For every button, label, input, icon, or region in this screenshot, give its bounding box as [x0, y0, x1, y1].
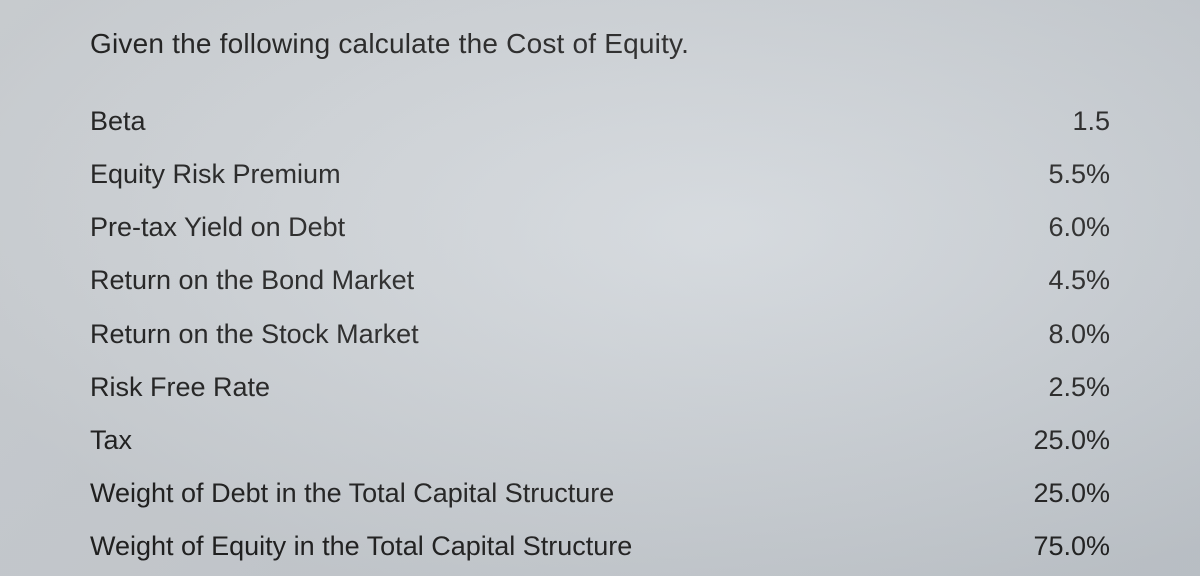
row-value: 6.0%: [990, 208, 1110, 247]
table-row: Weight of Equity in the Total Capital St…: [90, 527, 1110, 566]
table-row: Beta 1.5: [90, 102, 1110, 141]
row-label: Tax: [90, 421, 132, 460]
row-value: 5.5%: [990, 155, 1110, 194]
table-row: Weight of Debt in the Total Capital Stru…: [90, 474, 1110, 513]
row-label: Pre-tax Yield on Debt: [90, 208, 345, 247]
table-row: Return on the Stock Market 8.0%: [90, 315, 1110, 354]
row-label: Risk Free Rate: [90, 368, 270, 407]
row-value: 75.0%: [990, 527, 1110, 566]
data-table: Beta 1.5 Equity Risk Premium 5.5% Pre-ta…: [90, 102, 1110, 566]
table-row: Equity Risk Premium 5.5%: [90, 155, 1110, 194]
row-label: Return on the Stock Market: [90, 315, 419, 354]
row-label: Return on the Bond Market: [90, 261, 414, 300]
row-label: Beta: [90, 102, 146, 141]
row-label: Weight of Equity in the Total Capital St…: [90, 527, 632, 566]
table-row: Return on the Bond Market 4.5%: [90, 261, 1110, 300]
row-value: 4.5%: [990, 261, 1110, 300]
table-row: Tax 25.0%: [90, 421, 1110, 460]
row-label: Weight of Debt in the Total Capital Stru…: [90, 474, 614, 513]
row-label: Equity Risk Premium: [90, 155, 341, 194]
question-prompt: Given the following calculate the Cost o…: [90, 28, 1110, 60]
row-value: 25.0%: [990, 474, 1110, 513]
row-value: 8.0%: [990, 315, 1110, 354]
row-value: 2.5%: [990, 368, 1110, 407]
row-value: 1.5: [990, 102, 1110, 141]
table-row: Risk Free Rate 2.5%: [90, 368, 1110, 407]
row-value: 25.0%: [990, 421, 1110, 460]
table-row: Pre-tax Yield on Debt 6.0%: [90, 208, 1110, 247]
